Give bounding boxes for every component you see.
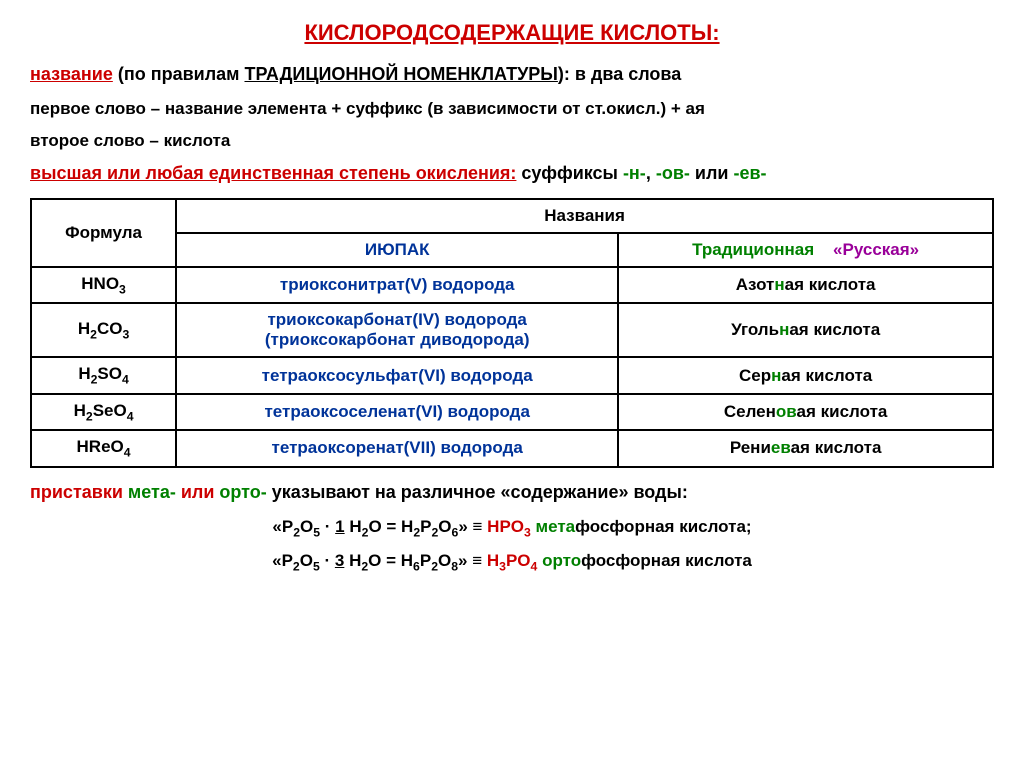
prefix-label: приставки — [30, 482, 128, 502]
trad-nom: ТРАДИЦИОННОЙ НОМЕНКЛАТУРЫ — [244, 64, 557, 84]
table-row: H2SeO4тетраоксоселенат(VI) водородаСелен… — [31, 394, 993, 430]
cell-trad: Серная кислота — [618, 357, 993, 393]
table-header-row-1: Формула Названия — [31, 199, 993, 233]
rule-line-1: название (по правилам ТРАДИЦИОННОЙ НОМЕН… — [30, 64, 994, 85]
eq1-c: HPO3 — [487, 517, 531, 536]
eq2-m: орто — [537, 551, 581, 570]
meta-prefix: мета- — [128, 482, 176, 502]
eq2-c: H3PO4 — [487, 551, 537, 570]
cell-iupac: тетраоксосульфат(VI) водорода — [176, 357, 618, 393]
equation-2: «P2O5 · 3 H2O = H6P2O8» ≡ H3PO4 ортофосф… — [30, 551, 994, 573]
rule-text-2: ): в два слова — [558, 64, 681, 84]
cell-formula: H2SeO4 — [31, 394, 176, 430]
prefix-line: приставки мета- или орто- указывают на р… — [30, 482, 994, 503]
eq1-a: «P2O5 · — [272, 517, 335, 536]
cell-trad: Селеновая кислота — [618, 394, 993, 430]
equation-1: «P2O5 · 1 H2O = H2P2O6» ≡ HPO3 метафосфо… — [30, 517, 994, 539]
cell-iupac: триоксонитрат(V) водорода — [176, 267, 618, 303]
table-row: H2SO4тетраоксосульфат(VI) водородаСерная… — [31, 357, 993, 393]
th-names: Названия — [176, 199, 993, 233]
cell-trad: Азотная кислота — [618, 267, 993, 303]
orto-prefix: орто- — [219, 482, 266, 502]
suffix-n: -н- — [623, 163, 646, 183]
cell-iupac: тетраоксоренат(VII) водорода — [176, 430, 618, 466]
th-trad: Традиционная — [692, 240, 814, 259]
th-rus: «Русская» — [833, 240, 919, 259]
cell-iupac: тетраоксоселенат(VI) водорода — [176, 394, 618, 430]
cell-iupac: триоксокарбонат(IV) водорода(триоксокарб… — [176, 303, 618, 357]
table-header-row-2: ИЮПАК Традиционная «Русская» — [31, 233, 993, 267]
first-word-line: первое слово – название элемента + суффи… — [30, 99, 994, 119]
eq2-u: 3 — [335, 551, 344, 570]
th-iupac: ИЮПАК — [176, 233, 618, 267]
th-trad-rus: Традиционная «Русская» — [618, 233, 993, 267]
eq1-m: мета — [531, 517, 575, 536]
ox-suf-label: суффиксы — [516, 163, 623, 183]
eq2-d: фосфорная кислота — [581, 551, 752, 570]
acids-table: Формула Названия ИЮПАК Традиционная «Рус… — [30, 198, 994, 468]
cell-formula: H2CO3 — [31, 303, 176, 357]
rule-text-1: (по правилам — [113, 64, 245, 84]
ox-prefix: высшая или любая единственная степень ок… — [30, 163, 516, 183]
table-row: HReO4тетраоксоренат(VII) водородаРениева… — [31, 430, 993, 466]
second-word-line: второе слово – кислота — [30, 131, 994, 151]
eq1-u: 1 — [335, 517, 344, 536]
th-formula: Формула — [31, 199, 176, 267]
comma-1: , — [646, 163, 656, 183]
or-text: или — [690, 163, 734, 183]
suffix-ov: -ов- — [656, 163, 690, 183]
oxidation-line: высшая или любая единственная степень ок… — [30, 163, 994, 184]
cell-trad: Рениевая кислота — [618, 430, 993, 466]
cell-trad: Угольная кислота — [618, 303, 993, 357]
cell-formula: HReO4 — [31, 430, 176, 466]
table-row: H2CO3триоксокарбонат(IV) водорода(триокс… — [31, 303, 993, 357]
eq2-a: «P2O5 · — [272, 551, 335, 570]
suffix-ev: -ев- — [733, 163, 766, 183]
prefix-or: или — [176, 482, 220, 502]
cell-formula: HNO3 — [31, 267, 176, 303]
table-row: HNO3триоксонитрат(V) водородаАзотная кис… — [31, 267, 993, 303]
name-label: название — [30, 64, 113, 84]
page-title: КИСЛОРОДСОДЕРЖАЩИЕ КИСЛОТЫ: — [30, 20, 994, 46]
eq1-d: фосфорная кислота; — [575, 517, 751, 536]
cell-formula: H2SO4 — [31, 357, 176, 393]
prefix-explain: указывают на различное «содержание» воды… — [267, 482, 688, 502]
eq2-b: H2O = H6P2O8» ≡ — [344, 551, 487, 570]
eq1-b: H2O = H2P2O6» ≡ — [345, 517, 488, 536]
